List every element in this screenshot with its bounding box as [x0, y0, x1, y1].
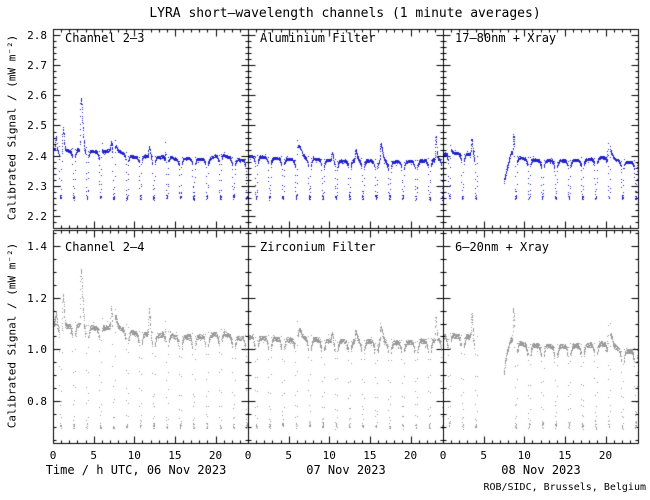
- x-tick-label: 20: [598, 449, 613, 462]
- y-tick-label: 2.6: [27, 89, 47, 103]
- x-tick-label: 20: [403, 449, 418, 462]
- x-tick-label: 0: [49, 449, 57, 462]
- x-tick-label: 10: [517, 449, 531, 462]
- panel-label-aluminium-filter: Aluminium Filter: [260, 31, 376, 45]
- y-axis-title-bottom: Calibrated Signal / (mW m⁻²): [5, 242, 19, 429]
- x-axis-date-label: Time / h UTC, 06 Nov 2023: [45, 463, 227, 477]
- x-tick-label: 15: [363, 449, 377, 462]
- panel-label-channel-2-4: Channel 2–4: [65, 240, 145, 254]
- x-tick-label: 5: [90, 449, 97, 462]
- panel-label-6-20nm-xray: 6–20nm + Xray: [455, 240, 549, 254]
- x-tick-label: 15: [168, 449, 182, 462]
- y-tick-label: 1.0: [27, 343, 47, 357]
- y-tick-label: 2.5: [27, 119, 47, 133]
- x-tick-label: 10: [127, 449, 141, 462]
- x-tick-label: 5: [480, 449, 487, 462]
- x-tick-label: 15: [558, 449, 572, 462]
- y-tick-label: 2.2: [27, 209, 47, 223]
- y-tick-label: 1.4: [27, 239, 47, 253]
- y-tick-label: 2.8: [27, 29, 47, 43]
- y-tick-label: 1.2: [27, 291, 47, 305]
- chart-title: LYRA short–wavelength channels (1 minute…: [149, 6, 541, 21]
- x-tick-label: 0: [244, 449, 252, 462]
- x-tick-label: 0: [439, 449, 447, 462]
- y-tick-label: 2.7: [27, 59, 47, 73]
- panel-label-zirconium-filter: Zirconium Filter: [260, 240, 376, 254]
- x-tick-label: 5: [285, 449, 292, 462]
- x-tick-label: 10: [322, 449, 336, 462]
- panel-label-17-80nm-xray: 17–80nm + Xray: [455, 31, 557, 45]
- x-axis-date-label: 08 Nov 2023: [501, 463, 581, 477]
- y-tick-label: 2.3: [27, 179, 47, 193]
- panel-label-channel-2-3: Channel 2–3: [65, 31, 145, 45]
- x-tick-label: 20: [208, 449, 223, 462]
- credit-label: ROB/SIDC, Brussels, Belgium: [483, 482, 646, 493]
- x-axis-date-label: 07 Nov 2023: [306, 463, 386, 477]
- y-tick-label: 0.8: [27, 395, 47, 409]
- y-tick-label: 2.4: [27, 149, 47, 163]
